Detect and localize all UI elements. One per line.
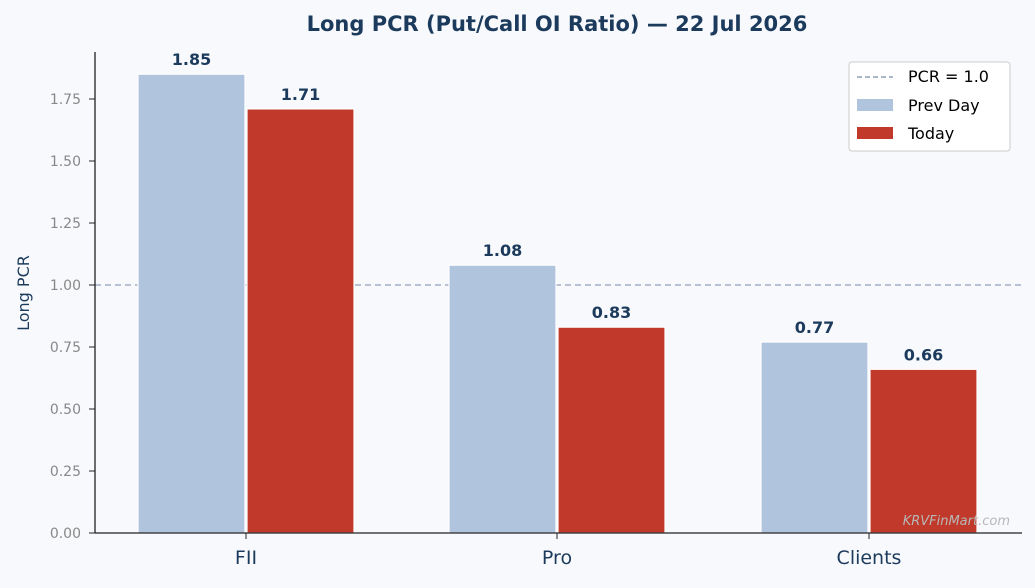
legend-prev-day-swatch [857, 99, 893, 111]
y-tick-label: 0.00 [50, 526, 81, 542]
data-label: 1.08 [483, 241, 522, 260]
y-tick-label: 0.75 [50, 340, 81, 356]
data-label: 1.71 [281, 85, 320, 104]
bar-today-clients [869, 368, 978, 534]
chart-title: Long PCR (Put/Call OI Ratio) — 22 Jul 20… [307, 12, 808, 36]
data-label: 0.66 [904, 345, 943, 364]
bar-prev-day-pro [448, 264, 557, 534]
data-label: 0.83 [592, 303, 631, 322]
x-ticks-group: FII Pro Clients [235, 533, 902, 569]
watermark: KRVFinMart.com [903, 514, 1010, 529]
data-label: 0.77 [795, 318, 834, 337]
y-tick-label: 0.25 [50, 464, 81, 480]
bars-group [137, 73, 978, 534]
bar-today-fii [246, 108, 355, 534]
y-axis-label: Long PCR [14, 255, 33, 331]
legend: PCR = 1.0 Prev Day Today [848, 61, 1011, 152]
x-tick-label: Clients [837, 547, 902, 569]
y-tick-label: 1.00 [50, 278, 81, 294]
bar-prev-day-fii [137, 73, 246, 534]
legend-today-label: Today [907, 124, 954, 143]
data-labels-group: 1.85 1.71 1.08 0.83 0.77 0.66 [172, 50, 943, 364]
y-tick-label: 1.75 [50, 92, 81, 108]
y-ticks-group: 0.00 0.25 0.50 0.75 1.00 1.25 1.50 1.75 [50, 92, 95, 542]
bar-today-pro [557, 326, 666, 534]
y-tick-label: 1.50 [50, 154, 81, 170]
legend-prev-day-label: Prev Day [908, 96, 980, 115]
x-tick-label: Pro [542, 547, 572, 569]
y-tick-label: 1.25 [50, 216, 81, 232]
legend-today-swatch [857, 127, 893, 139]
legend-reference-label: PCR = 1.0 [908, 67, 989, 86]
y-tick-label: 0.50 [50, 402, 81, 418]
x-tick-label: FII [235, 547, 257, 569]
data-label: 1.85 [172, 50, 211, 69]
bar-prev-day-clients [760, 341, 869, 534]
